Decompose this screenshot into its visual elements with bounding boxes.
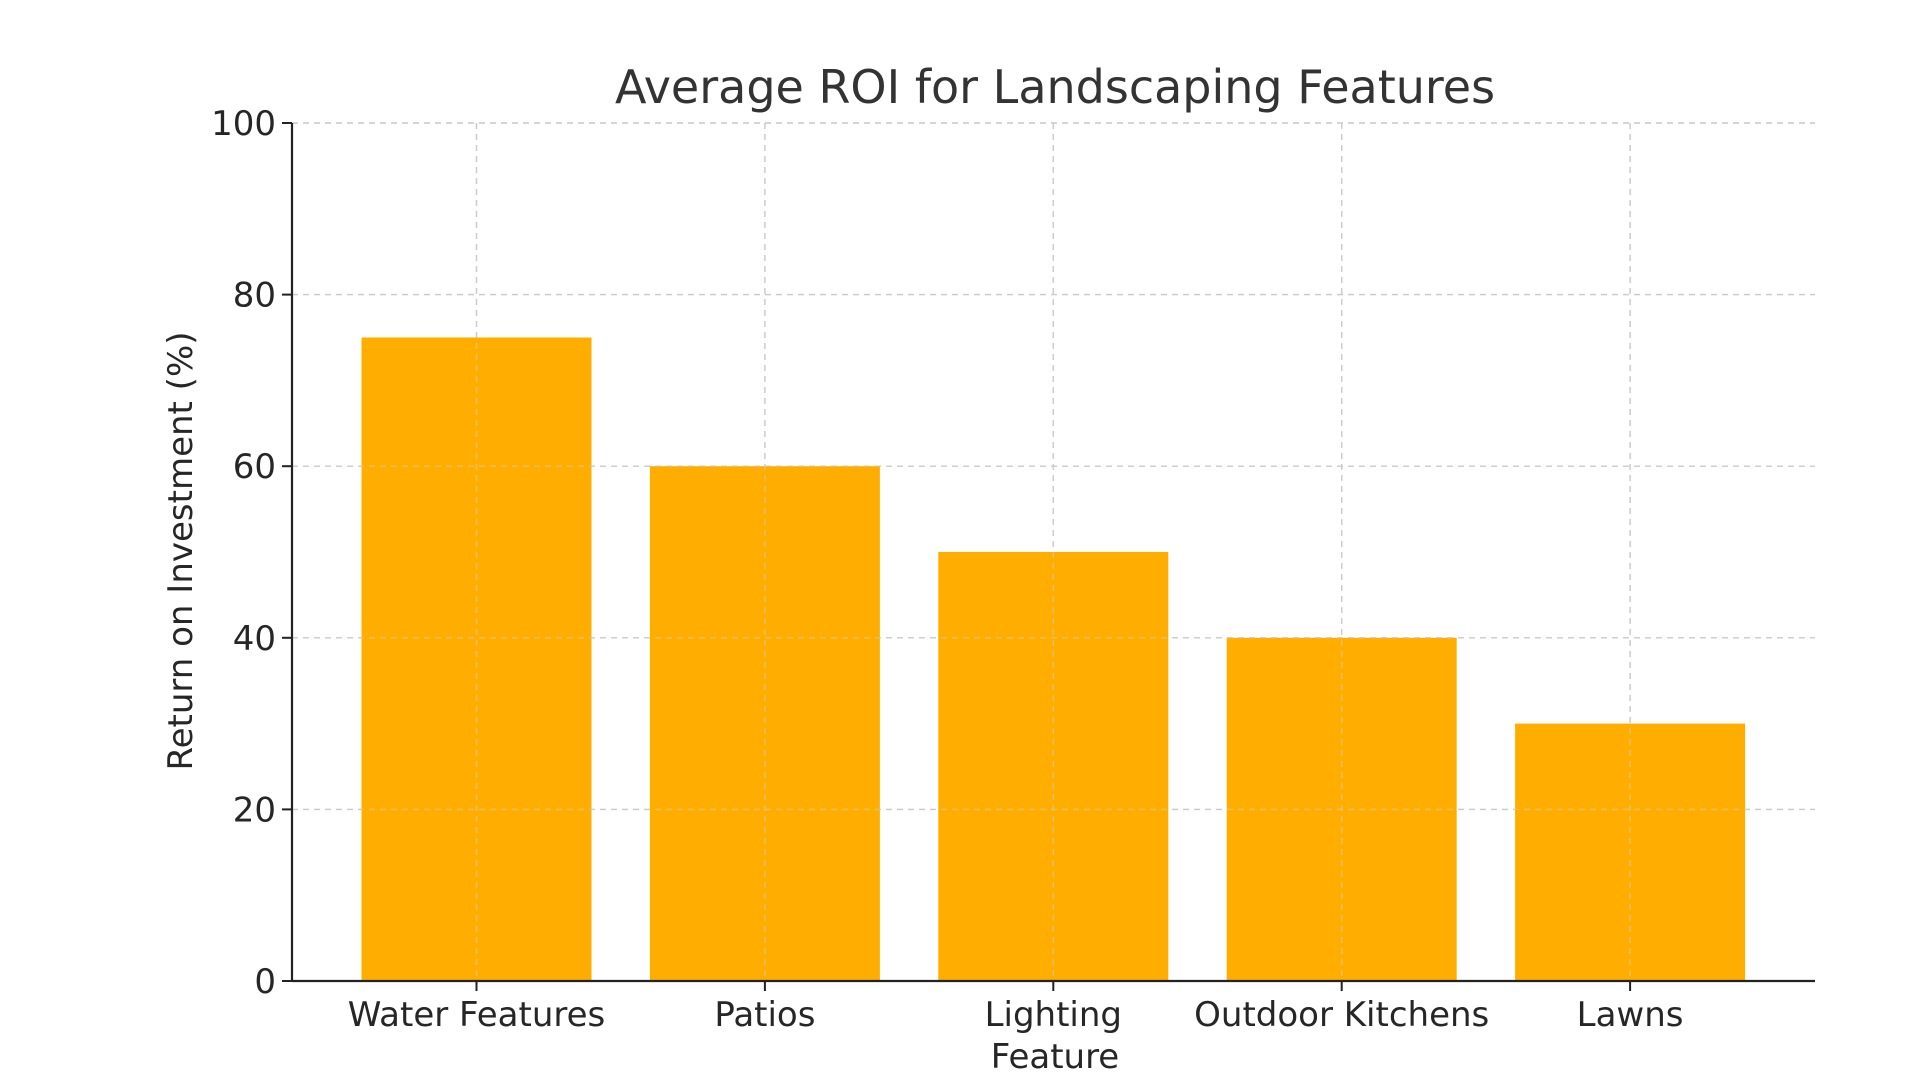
y-tick-label: 40 — [233, 619, 276, 659]
y-tick-label: 20 — [233, 790, 276, 830]
x-tick-label: Lawns — [1577, 995, 1684, 1035]
x-tick-label: Water Features — [348, 995, 606, 1035]
x-tick-label: Patios — [714, 995, 815, 1035]
y-axis-ticks: 0 20 40 60 80 100 — [211, 104, 292, 1002]
chart-title: Average ROI for Landscaping Features — [615, 60, 1495, 114]
y-tick-label: 0 — [254, 962, 276, 1002]
bars-layer — [292, 122, 1815, 981]
x-axis-label: Feature — [991, 1037, 1119, 1077]
x-axis-ticks: Water Features Patios Lighting Outdoor Kitc… — [348, 981, 1684, 1035]
y-axis-label: Return on Investment (%) — [161, 331, 201, 770]
y-tick-label: 60 — [233, 447, 276, 487]
y-tick-label: 100 — [211, 104, 276, 144]
y-tick-label: 80 — [233, 276, 276, 316]
x-tick-label: Lighting — [985, 995, 1122, 1035]
x-tick-label: Outdoor Kitchens — [1194, 995, 1489, 1035]
